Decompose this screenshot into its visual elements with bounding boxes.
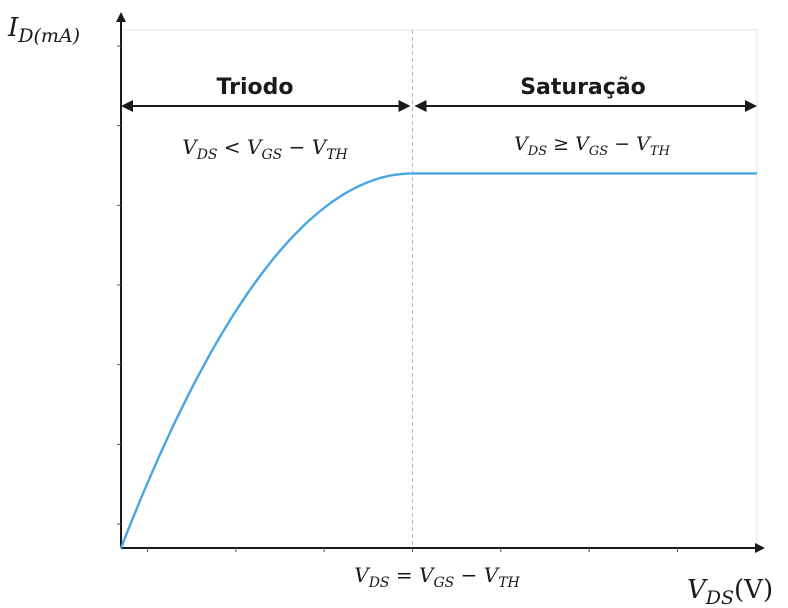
x-axis-arrowhead (755, 543, 765, 553)
saturacao-arrow-head-right (745, 100, 757, 112)
triodo-arrow-head-right (399, 100, 411, 112)
boundary-label: VDS = VGS − VTH (354, 563, 520, 591)
triodo-arrow (121, 100, 411, 112)
triodo-condition: VDS < VGS − VTH (182, 135, 348, 163)
axis-ticks (117, 46, 678, 552)
x-axis-label: VDS(V) (687, 575, 773, 608)
region-label-triodo: Triodo (217, 75, 294, 100)
triodo-arrow-head-left (121, 100, 133, 112)
saturacao-arrow-head-left (415, 100, 427, 112)
grid-lines (121, 30, 757, 548)
chart-axes (116, 12, 765, 553)
region-label-saturacao: Saturação (520, 75, 646, 100)
saturacao-condition: VDS ≥ VGS − VTH (514, 133, 671, 159)
saturacao-arrow (415, 100, 758, 112)
y-axis-label: ID(mA) (7, 13, 80, 47)
region-arrows (121, 100, 757, 112)
y-axis-arrowhead (116, 12, 126, 22)
id-curve (121, 173, 757, 548)
